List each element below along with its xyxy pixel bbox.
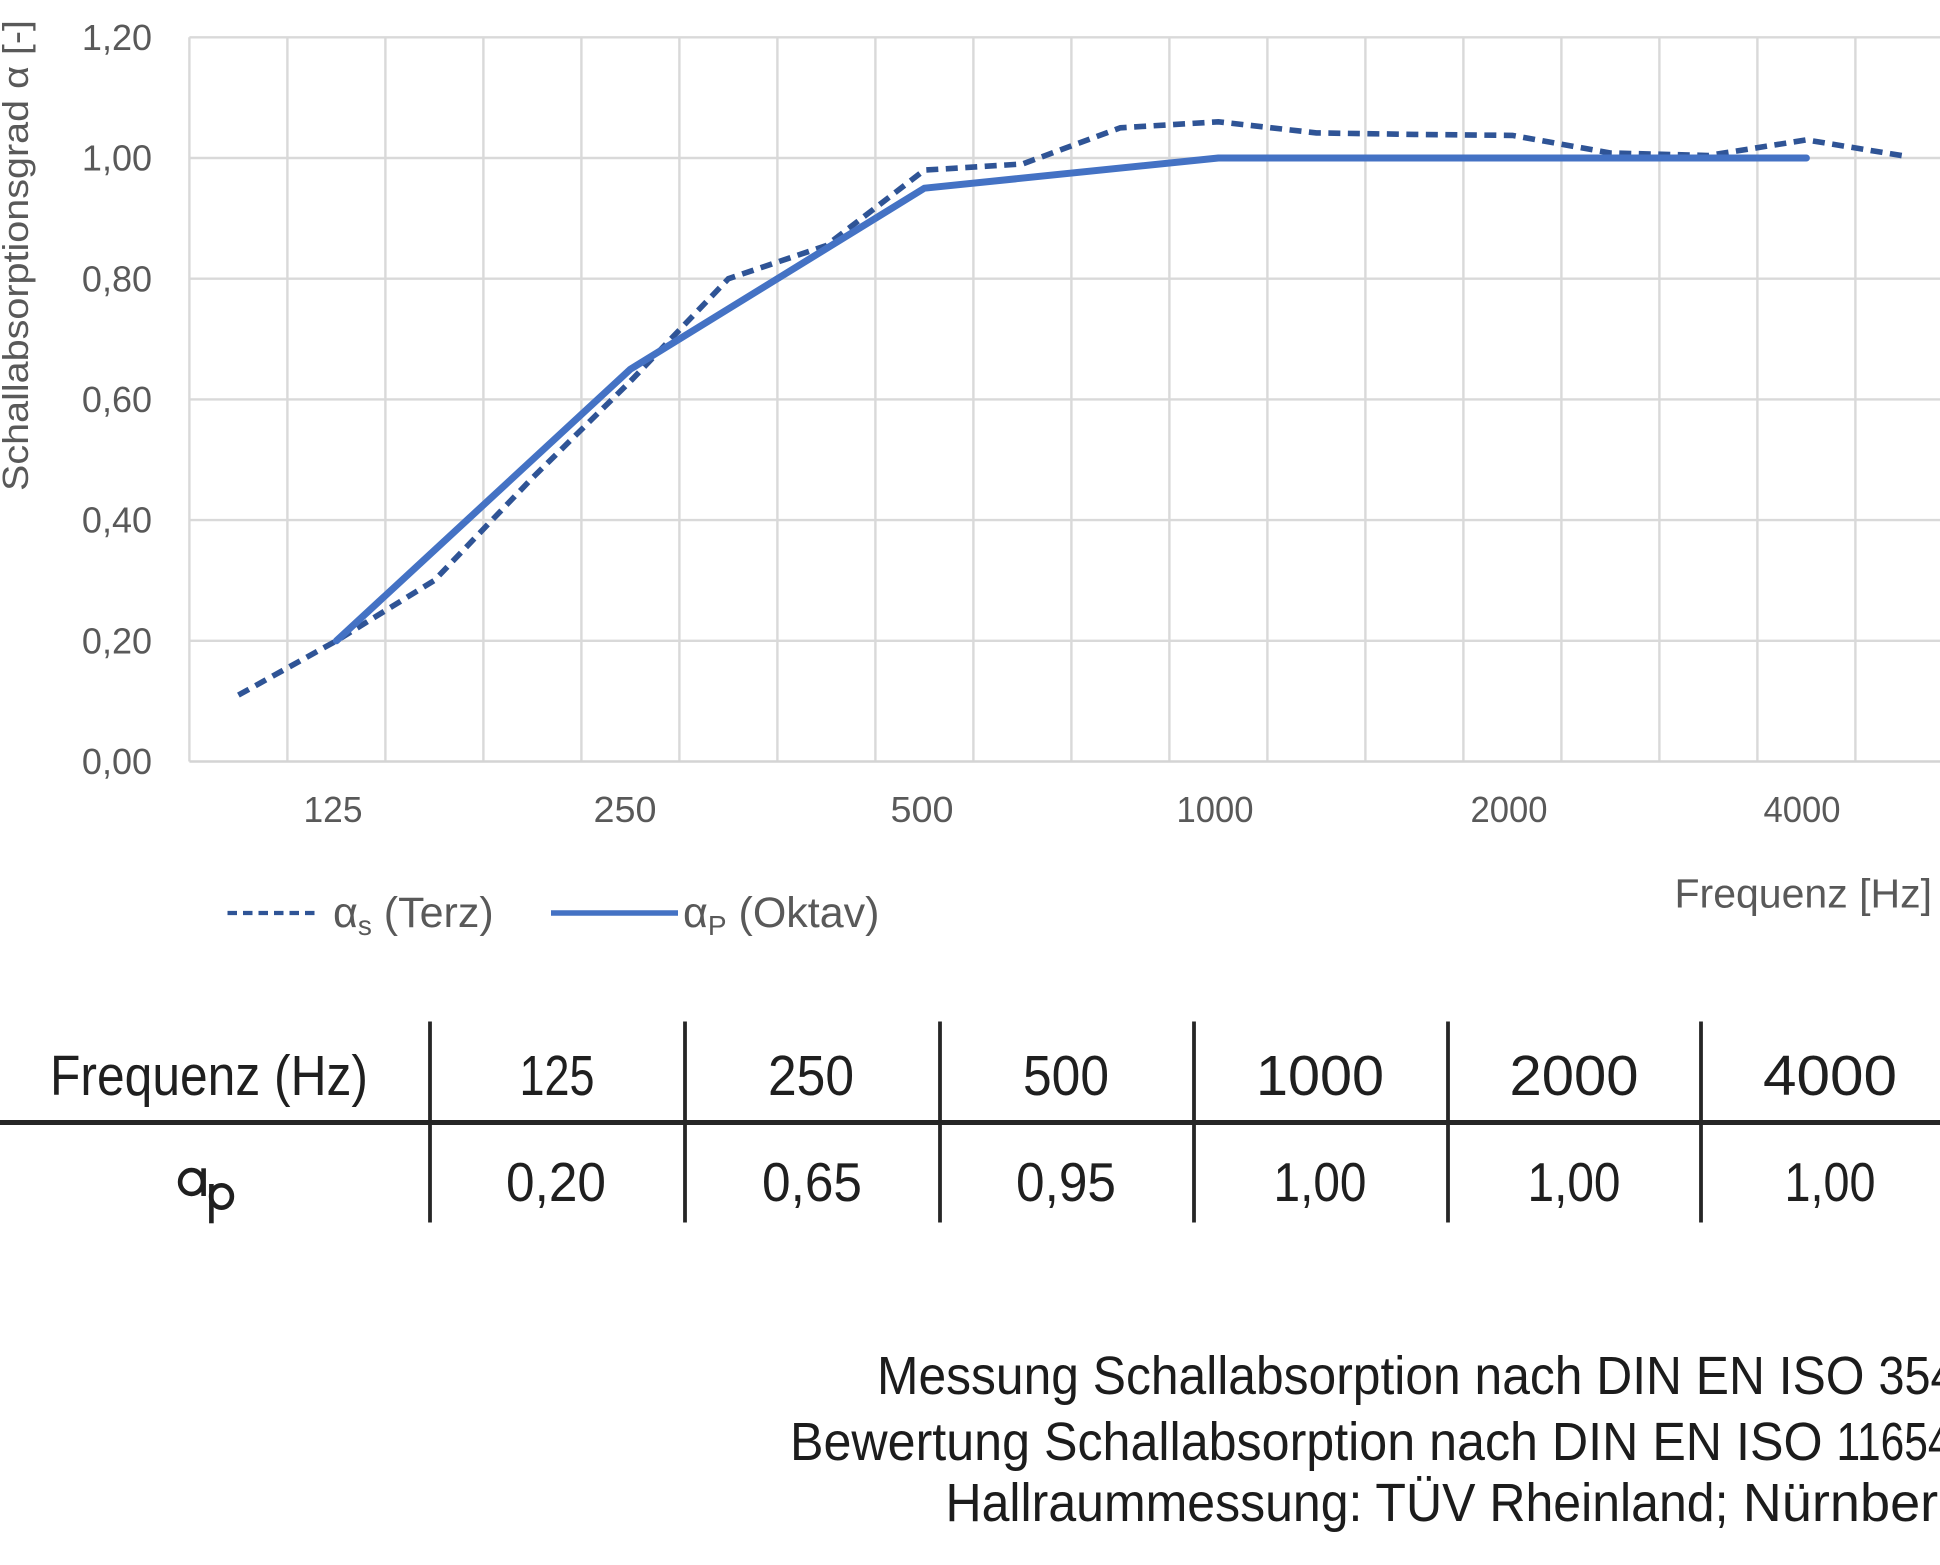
- svg-text:αs (Terz): αs (Terz): [333, 889, 494, 941]
- svg-text:0,20: 0,20: [506, 1151, 606, 1213]
- svg-text:1000: 1000: [1256, 1044, 1384, 1108]
- svg-text:0,80: 0,80: [82, 258, 152, 299]
- svg-text:0,40: 0,40: [82, 500, 152, 541]
- svg-text:354: 354: [1879, 1346, 1940, 1406]
- svg-text:1,00: 1,00: [1528, 1151, 1621, 1213]
- svg-text:2000: 2000: [1510, 1044, 1639, 1108]
- svg-text:Bewertung Schallabsorption nac: Bewertung Schallabsorption nach DIN EN I…: [790, 1412, 1823, 1472]
- svg-text:11654: 11654: [1837, 1412, 1940, 1472]
- svg-text:4000: 4000: [1764, 789, 1841, 830]
- svg-text:Nürnberg: Nürnberg: [1743, 1473, 1940, 1533]
- svg-text:4000: 4000: [1763, 1044, 1897, 1108]
- svg-text:0,00: 0,00: [82, 741, 152, 782]
- svg-text:0,60: 0,60: [82, 379, 152, 420]
- svg-text:125: 125: [304, 789, 363, 830]
- svg-text:1,00: 1,00: [82, 138, 152, 179]
- svg-text:250: 250: [594, 789, 657, 830]
- svg-text:Frequenz (Hz): Frequenz (Hz): [50, 1044, 368, 1108]
- svg-text:2000: 2000: [1471, 789, 1548, 830]
- svg-text:1,00: 1,00: [1785, 1151, 1876, 1213]
- svg-text:1,00: 1,00: [1274, 1151, 1367, 1213]
- svg-text:0,20: 0,20: [82, 620, 152, 661]
- svg-text:250: 250: [768, 1044, 854, 1108]
- svg-text:Messung Schallabsorption nach: Messung Schallabsorption nach DIN EN ISO: [877, 1346, 1865, 1406]
- svg-text:Frequenz [Hz]: Frequenz [Hz]: [1675, 871, 1933, 917]
- svg-text:125: 125: [520, 1044, 595, 1108]
- svg-text:Hallraummessung: TÜV Rheinland: Hallraummessung: TÜV Rheinland;: [946, 1473, 1729, 1533]
- svg-text:500: 500: [891, 789, 954, 830]
- svg-text:500: 500: [1023, 1044, 1109, 1108]
- svg-text:Schallabsorptionsgrad α [-]: Schallabsorptionsgrad α [-]: [0, 20, 36, 491]
- svg-text:0,65: 0,65: [762, 1151, 862, 1213]
- svg-text:1000: 1000: [1177, 789, 1254, 830]
- svg-text:1,20: 1,20: [82, 17, 152, 58]
- svg-text:0,95: 0,95: [1016, 1151, 1116, 1213]
